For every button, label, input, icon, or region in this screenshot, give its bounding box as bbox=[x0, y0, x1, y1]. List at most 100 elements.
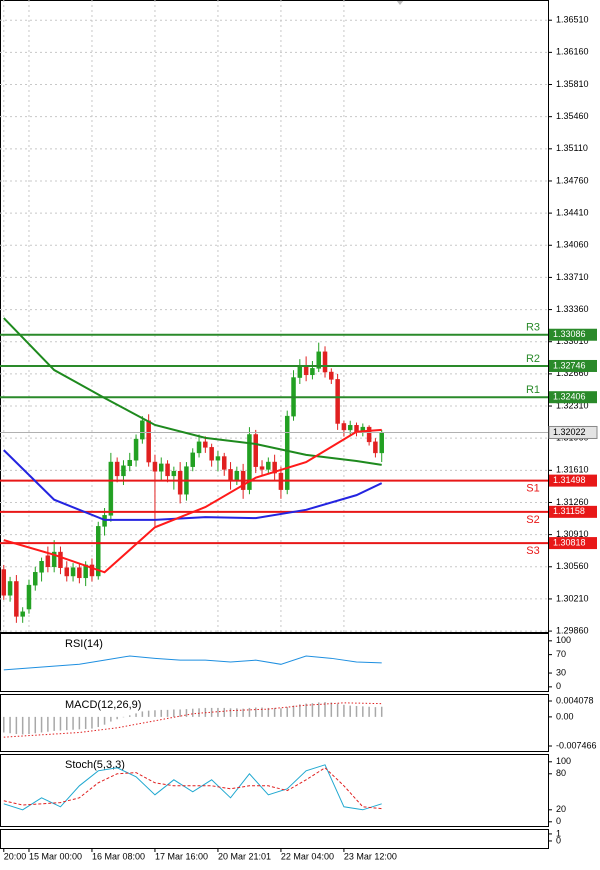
candle-body bbox=[114, 461, 120, 477]
candle-body bbox=[171, 470, 177, 477]
candle-body bbox=[33, 572, 38, 586]
candle-body bbox=[96, 526, 101, 577]
candle-body bbox=[152, 461, 158, 472]
series-line bbox=[3, 317, 382, 466]
candle-body bbox=[310, 368, 315, 376]
candle-body bbox=[140, 420, 145, 440]
level-label: S2 bbox=[526, 514, 539, 526]
level-value-box bbox=[549, 537, 597, 550]
series-line bbox=[3, 655, 382, 671]
y-tick-label: 1.33710 bbox=[556, 272, 589, 282]
y-tick-label: 1.35810 bbox=[556, 79, 589, 89]
pane-frame bbox=[0, 0, 549, 633]
candle-body bbox=[379, 432, 384, 454]
y-tick-label: 0 bbox=[556, 681, 561, 691]
scroll-marker bbox=[396, 0, 404, 5]
pane-frame bbox=[0, 754, 549, 827]
y-tick-label: 1.33010 bbox=[556, 336, 589, 346]
level-value: 1.30818 bbox=[553, 537, 586, 547]
candle-body bbox=[322, 351, 328, 373]
candle-body bbox=[58, 551, 63, 568]
pane-title: MACD(12,26,9) bbox=[65, 699, 141, 711]
y-tick-label: 1.30560 bbox=[556, 561, 589, 571]
candle-body bbox=[146, 420, 151, 463]
level-value: 1.31498 bbox=[553, 475, 586, 485]
candle-body bbox=[190, 452, 195, 467]
candle-body bbox=[297, 365, 303, 378]
y-tick-label: 1.34760 bbox=[556, 175, 589, 185]
level-value-box bbox=[549, 505, 597, 518]
y-tick-label: 1.30910 bbox=[556, 529, 589, 539]
y-tick-label: 1.36160 bbox=[556, 47, 589, 57]
y-tick-label: 100 bbox=[556, 756, 571, 766]
candle-body bbox=[329, 371, 334, 380]
pane-frame bbox=[0, 694, 549, 752]
y-tick-label: 1.33360 bbox=[556, 304, 589, 314]
y-tick-label: 20 bbox=[556, 804, 566, 814]
candle-body bbox=[177, 470, 183, 495]
level-label: R3 bbox=[526, 322, 540, 334]
candle-body bbox=[209, 447, 214, 461]
x-tick-label: 16 Mar 08:00 bbox=[92, 851, 145, 861]
y-tick-label: 1.31260 bbox=[556, 497, 589, 507]
candle-body bbox=[196, 441, 202, 454]
y-tick-label: 30 bbox=[556, 667, 566, 677]
y-tick-label: 1.35110 bbox=[556, 143, 588, 153]
candle-body bbox=[20, 611, 25, 617]
level-value: 1.31158 bbox=[553, 506, 585, 516]
level-value-box bbox=[549, 328, 597, 341]
pane-title: RSI(14) bbox=[65, 638, 103, 650]
y-tick-label: 0 bbox=[556, 835, 561, 845]
candle-body bbox=[64, 567, 70, 577]
candle-body bbox=[108, 461, 114, 516]
candle-body bbox=[284, 415, 290, 490]
series-line bbox=[3, 764, 382, 811]
level-label: S1 bbox=[526, 483, 539, 495]
series-line bbox=[3, 428, 382, 574]
x-tick-label: 17 Mar 16:00 bbox=[155, 851, 208, 861]
candle-body bbox=[303, 365, 309, 376]
level-label: R2 bbox=[526, 353, 540, 365]
x-tick-label: 22 Mar 04:00 bbox=[281, 851, 334, 861]
candle-body bbox=[366, 426, 372, 443]
level-value-box bbox=[549, 391, 597, 404]
y-tick-label: 70 bbox=[556, 649, 566, 659]
x-tick-label: 23 Mar 12:00 bbox=[344, 851, 397, 861]
candle-body bbox=[221, 456, 227, 470]
candle-body bbox=[247, 434, 252, 490]
series-line bbox=[3, 449, 383, 521]
x-tick-label: 20 Mar 21:01 bbox=[218, 851, 271, 861]
candle-body bbox=[159, 463, 164, 472]
candle-body bbox=[39, 561, 44, 573]
y-tick-label: 1.30210 bbox=[556, 593, 589, 603]
y-tick-label: 1.34410 bbox=[556, 207, 589, 217]
candle-body bbox=[77, 567, 82, 579]
y-tick-label: 0.00 bbox=[556, 711, 574, 721]
candle-body bbox=[89, 564, 95, 577]
candle-body bbox=[234, 470, 240, 481]
candle-body bbox=[316, 351, 321, 369]
level-label: R1 bbox=[526, 384, 540, 396]
y-tick-label: 0 bbox=[556, 816, 561, 826]
candle-body bbox=[165, 463, 170, 477]
candle-body bbox=[253, 434, 258, 467]
series-line bbox=[3, 702, 382, 738]
candle-body bbox=[335, 379, 340, 424]
pane-frame bbox=[0, 633, 549, 692]
x-tick-label: 20:00 bbox=[4, 851, 27, 861]
y-tick-label: 1.29860 bbox=[556, 625, 589, 635]
pane-title: Stoch(5,3,3) bbox=[65, 759, 125, 771]
pane-frame bbox=[0, 829, 549, 849]
x-tick-label: 15 Mar 00:00 bbox=[29, 851, 82, 861]
level-value: 1.32746 bbox=[553, 360, 586, 370]
current-price-box bbox=[548, 425, 598, 439]
candle-body bbox=[7, 581, 13, 596]
level-label: S3 bbox=[526, 545, 539, 557]
y-tick-label: 1.31610 bbox=[556, 465, 589, 475]
level-value: 1.33086 bbox=[553, 329, 586, 339]
y-tick-label: -0.007466 bbox=[556, 740, 597, 750]
y-tick-label: 1.36510 bbox=[556, 15, 589, 25]
candle-body bbox=[341, 423, 347, 431]
